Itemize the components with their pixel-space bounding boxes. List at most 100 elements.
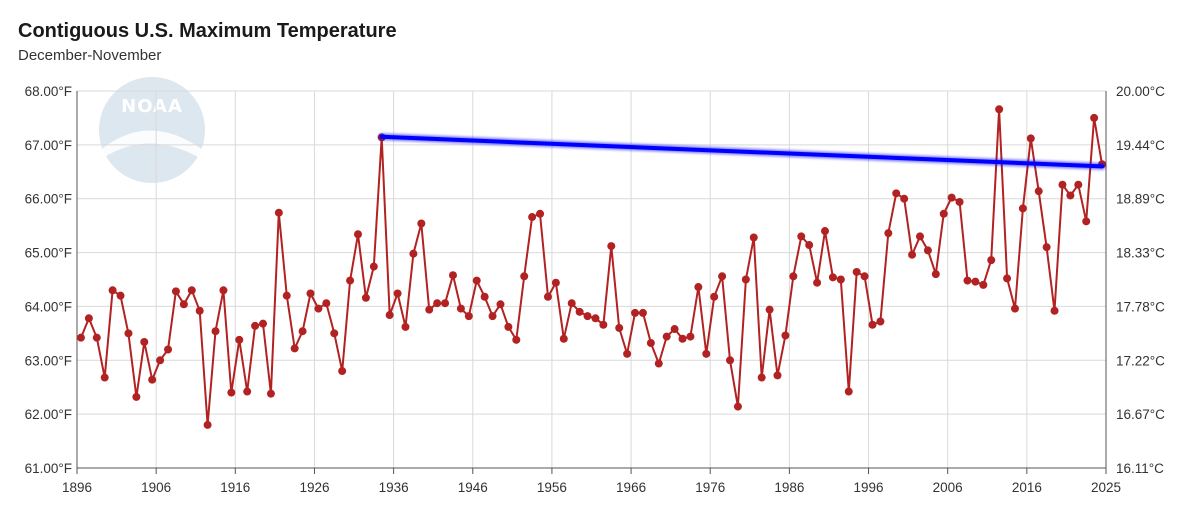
y-tick-label: 67.00°F bbox=[25, 138, 72, 153]
data-point bbox=[567, 299, 576, 308]
data-point bbox=[638, 308, 647, 317]
series-line bbox=[80, 108, 1103, 426]
data-point bbox=[741, 275, 750, 284]
chart-subtitle: December-November bbox=[18, 47, 162, 64]
x-tick-label: 2025 bbox=[1091, 480, 1121, 495]
x-tick-label: 1956 bbox=[537, 480, 567, 495]
data-point bbox=[251, 321, 260, 330]
data-point bbox=[203, 420, 212, 429]
data-point bbox=[1026, 134, 1035, 143]
data-point bbox=[860, 272, 869, 281]
y-tick-label: 62.00°F bbox=[25, 407, 72, 422]
data-point bbox=[844, 387, 853, 396]
x-tick-label: 1906 bbox=[141, 480, 171, 495]
data-point bbox=[274, 208, 283, 217]
data-point bbox=[543, 292, 552, 301]
data-point bbox=[987, 256, 996, 265]
data-point bbox=[591, 314, 600, 323]
data-point bbox=[140, 337, 149, 346]
data-point bbox=[733, 402, 742, 411]
data-point bbox=[955, 197, 964, 206]
data-point bbox=[417, 219, 426, 228]
y2-tick-label: 18.89°C bbox=[1116, 192, 1165, 207]
data-point bbox=[290, 344, 299, 353]
y2-tick-label: 20.00°C bbox=[1116, 84, 1165, 99]
data-point bbox=[100, 373, 109, 382]
data-point bbox=[773, 371, 782, 380]
temperature-line bbox=[80, 108, 1103, 426]
y-tick-label: 66.00°F bbox=[25, 192, 72, 207]
data-point bbox=[346, 276, 355, 285]
y2-tick-label: 16.11°C bbox=[1116, 461, 1164, 476]
data-point bbox=[908, 250, 917, 259]
data-point bbox=[282, 291, 291, 300]
data-point bbox=[797, 232, 806, 241]
data-point bbox=[472, 276, 481, 285]
data-point bbox=[575, 307, 584, 316]
data-point bbox=[559, 334, 568, 343]
data-point bbox=[512, 335, 521, 344]
data-point bbox=[789, 272, 798, 281]
x-tick-label: 1946 bbox=[458, 480, 488, 495]
data-point bbox=[631, 308, 640, 317]
data-point bbox=[401, 322, 410, 331]
data-point bbox=[179, 300, 188, 309]
data-point bbox=[409, 249, 418, 258]
data-point bbox=[243, 387, 252, 396]
data-point bbox=[84, 314, 93, 323]
data-point bbox=[915, 232, 924, 241]
x-tick-label: 1916 bbox=[220, 480, 250, 495]
data-point bbox=[456, 304, 465, 313]
data-point bbox=[385, 311, 394, 320]
data-point bbox=[76, 333, 85, 342]
data-point bbox=[488, 312, 497, 321]
data-point bbox=[821, 227, 830, 236]
data-point bbox=[939, 209, 948, 218]
data-point bbox=[1090, 113, 1099, 122]
y-tick-label: 65.00°F bbox=[25, 246, 72, 261]
data-point bbox=[551, 278, 560, 287]
data-point bbox=[1042, 243, 1051, 252]
data-point bbox=[171, 287, 180, 296]
data-point bbox=[116, 291, 125, 300]
data-point bbox=[338, 367, 347, 376]
x-tick-label: 1986 bbox=[774, 480, 804, 495]
data-point bbox=[187, 286, 196, 295]
data-point bbox=[892, 189, 901, 198]
data-point bbox=[504, 322, 513, 331]
data-point bbox=[583, 312, 592, 321]
data-point bbox=[670, 325, 679, 334]
data-point bbox=[646, 339, 655, 348]
data-point bbox=[654, 359, 663, 368]
data-point bbox=[678, 334, 687, 343]
data-point bbox=[314, 304, 323, 313]
data-point bbox=[923, 246, 932, 255]
data-point bbox=[164, 345, 173, 354]
data-point bbox=[266, 389, 275, 398]
data-point bbox=[132, 392, 141, 401]
x-tick-label: 1996 bbox=[854, 480, 884, 495]
data-point bbox=[615, 323, 624, 332]
data-point bbox=[726, 356, 735, 365]
data-point bbox=[876, 317, 885, 326]
x-tick-label: 1966 bbox=[616, 480, 646, 495]
y2-tick-label: 18.33°C bbox=[1116, 246, 1165, 261]
data-point bbox=[361, 293, 370, 302]
data-point bbox=[805, 241, 814, 250]
data-point bbox=[868, 320, 877, 329]
data-point bbox=[694, 283, 703, 292]
data-point bbox=[852, 267, 861, 276]
data-point bbox=[781, 331, 790, 340]
x-tick-label: 2016 bbox=[1012, 480, 1042, 495]
data-point bbox=[448, 271, 457, 280]
data-point bbox=[235, 335, 244, 344]
data-point bbox=[369, 262, 378, 271]
data-point bbox=[1058, 180, 1067, 189]
data-point bbox=[441, 299, 450, 308]
data-point bbox=[219, 286, 228, 295]
data-point bbox=[757, 373, 766, 382]
x-tick-label: 1976 bbox=[695, 480, 725, 495]
data-point bbox=[718, 272, 727, 281]
data-point bbox=[1082, 217, 1091, 226]
y-tick-label: 64.00°F bbox=[25, 299, 72, 314]
